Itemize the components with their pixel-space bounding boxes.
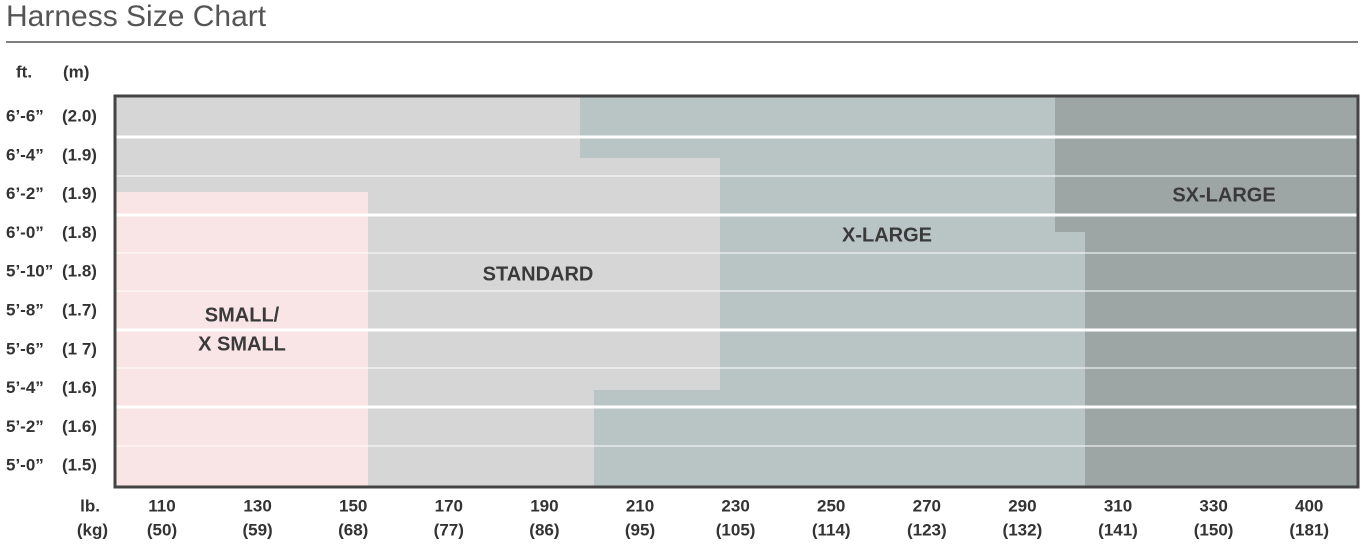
weight-lb-header: lb.	[80, 496, 100, 515]
chart-border	[113, 94, 1360, 489]
height-m-header: (m)	[63, 62, 89, 81]
weight-lb: 400	[1295, 496, 1323, 515]
zone-label: X SMALL	[198, 333, 286, 355]
weight-lb: 150	[339, 496, 367, 515]
height-m: (1.8)	[62, 262, 97, 281]
height-m: (1.9)	[62, 184, 97, 203]
weight-kg: (150)	[1194, 520, 1234, 539]
weight-lb: 190	[530, 496, 558, 515]
height-m: (1.7)	[62, 300, 97, 319]
height-m: (1.9)	[62, 145, 97, 164]
zone-label: STANDARD	[483, 263, 594, 285]
height-ft: 5’-8”	[6, 300, 44, 319]
weight-lb: 330	[1199, 496, 1227, 515]
title: Harness Size Chart	[6, 0, 267, 33]
height-ft: 5’-10”	[6, 262, 53, 281]
weight-kg-header: (kg)	[77, 520, 108, 539]
height-ft: 5’-6”	[6, 339, 44, 358]
height-m: (1.6)	[62, 378, 97, 397]
height-ft: 6’-2”	[6, 184, 44, 203]
weight-kg: (95)	[625, 520, 655, 539]
height-m: (1 7)	[62, 339, 97, 358]
height-ft-header: ft.	[16, 62, 32, 81]
weight-lb: 210	[626, 496, 654, 515]
weight-lb: 270	[913, 496, 941, 515]
height-m: (1.6)	[62, 417, 97, 436]
weight-kg: (68)	[338, 520, 368, 539]
weight-kg: (114)	[812, 520, 851, 539]
zone-label: SX-LARGE	[1172, 184, 1275, 206]
height-ft: 5’-2”	[6, 417, 44, 436]
row-lines	[115, 135, 1358, 447]
height-ft: 5’-4”	[6, 378, 44, 397]
weight-lb: 290	[1008, 496, 1036, 515]
height-ft: 6’-4”	[6, 145, 44, 164]
height-m: (2.0)	[62, 106, 97, 125]
weight-kg: (141)	[1098, 520, 1138, 539]
height-ft: 5’-0”	[6, 456, 44, 475]
weight-kg: (77)	[434, 520, 464, 539]
weight-kg: (181)	[1289, 520, 1329, 539]
weight-lb: 130	[243, 496, 271, 515]
height-ft: 6’-6”	[6, 106, 44, 125]
weight-kg: (50)	[147, 520, 177, 539]
height-m: (1.5)	[62, 456, 97, 475]
small-zone	[115, 192, 368, 487]
height-m: (1.8)	[62, 223, 97, 242]
weight-lb: 170	[435, 496, 463, 515]
zone-label: SMALL/	[205, 304, 280, 326]
weight-lb: 110	[148, 496, 175, 515]
weight-kg: (86)	[529, 520, 559, 539]
weight-lb: 310	[1104, 496, 1132, 515]
zone-label: X-LARGE	[842, 224, 932, 246]
weight-lb: 230	[721, 496, 749, 515]
weight-kg: (123)	[907, 520, 947, 539]
weight-kg: (105)	[716, 520, 756, 539]
weight-lb: 250	[817, 496, 845, 515]
weight-kg: (132)	[1003, 520, 1043, 539]
weight-kg: (59)	[242, 520, 272, 539]
height-ft: 6’-0”	[6, 223, 44, 242]
